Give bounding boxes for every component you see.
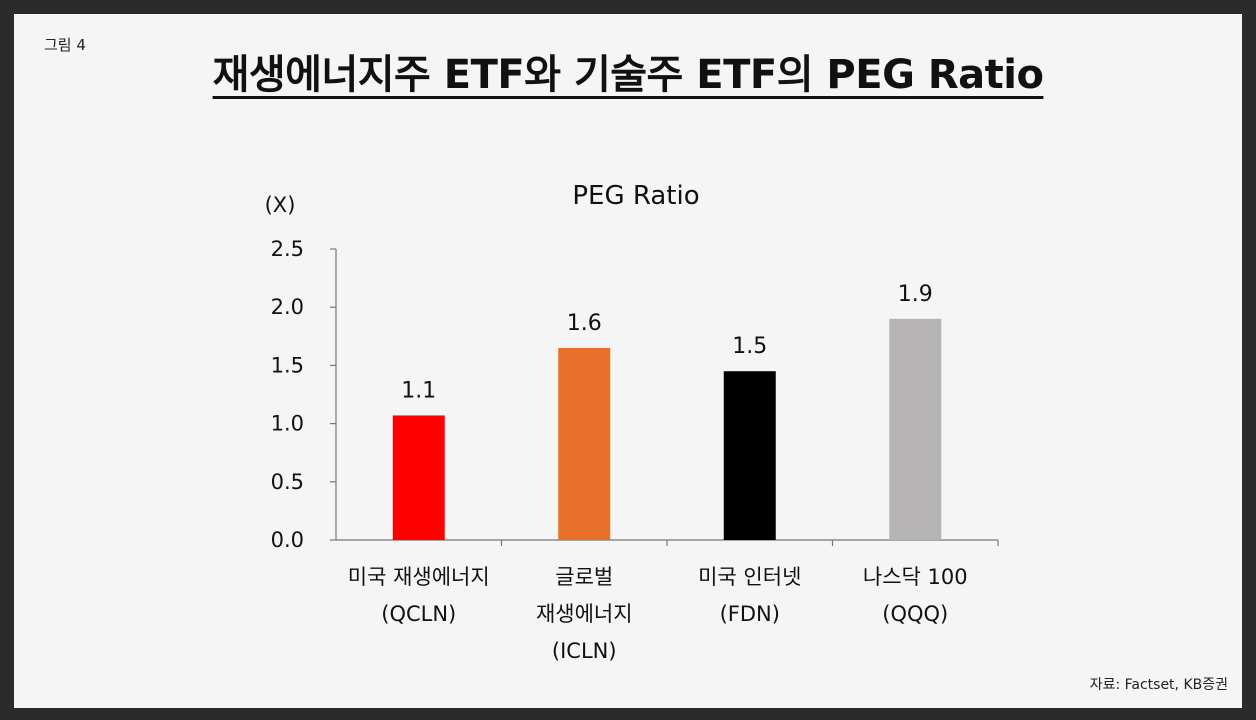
y-tick-label: 1.0 [271,412,304,436]
y-tick-label: 0.5 [271,470,304,494]
figure-label: 그림 4 [44,36,86,54]
y-tick-label: 0.0 [271,528,304,552]
bar [889,318,942,540]
data-label: 1.1 [401,378,436,403]
category-label: (FDN) [720,602,780,626]
category-label: 글로벌 [555,565,613,589]
data-label: 1.6 [567,311,602,336]
y-axis-unit-label: (X) [265,193,296,217]
category-label: 재생에너지 [536,602,633,626]
peg-bar-chart: PEG Ratio (X) 0.00.51.01.52.02.5 1.11.61… [265,181,999,663]
source-note: 자료: Factset, KB증권 [1089,677,1228,693]
bar [558,347,611,540]
bar [723,371,776,540]
slide-title-text: 재생에너지주 ETF와 기술주 ETF의 PEG Ratio [212,52,1044,98]
category-label: (QCLN) [381,602,456,626]
chart-title: PEG Ratio [572,181,699,211]
category-label: 나스닥 100 [863,565,968,589]
category-label: 미국 인터넷 [698,565,801,589]
y-tick-label: 1.5 [271,353,304,377]
data-label: 1.5 [732,334,767,359]
y-tick-label: 2.5 [271,237,304,261]
axes: 0.0 0.5 1.0 1.5 2.0 2.5 [271,237,999,552]
category-label: (QQQ) [882,602,948,626]
y-tick-label: 2.0 [271,295,304,319]
slide: 그림 4 재생에너지주 ETF와 기술주 ETF의 PEG Ratio PEG … [14,14,1242,708]
bar [392,415,445,540]
category-label: (ICLN) [552,639,617,663]
slide-title: 재생에너지주 ETF와 기술주 ETF의 PEG Ratio [14,42,1242,100]
bars: 1.1 1.6 1.5 1.9 [392,282,942,540]
data-label: 1.9 [898,282,933,307]
category-label: 미국 재생에너지 [348,565,490,589]
